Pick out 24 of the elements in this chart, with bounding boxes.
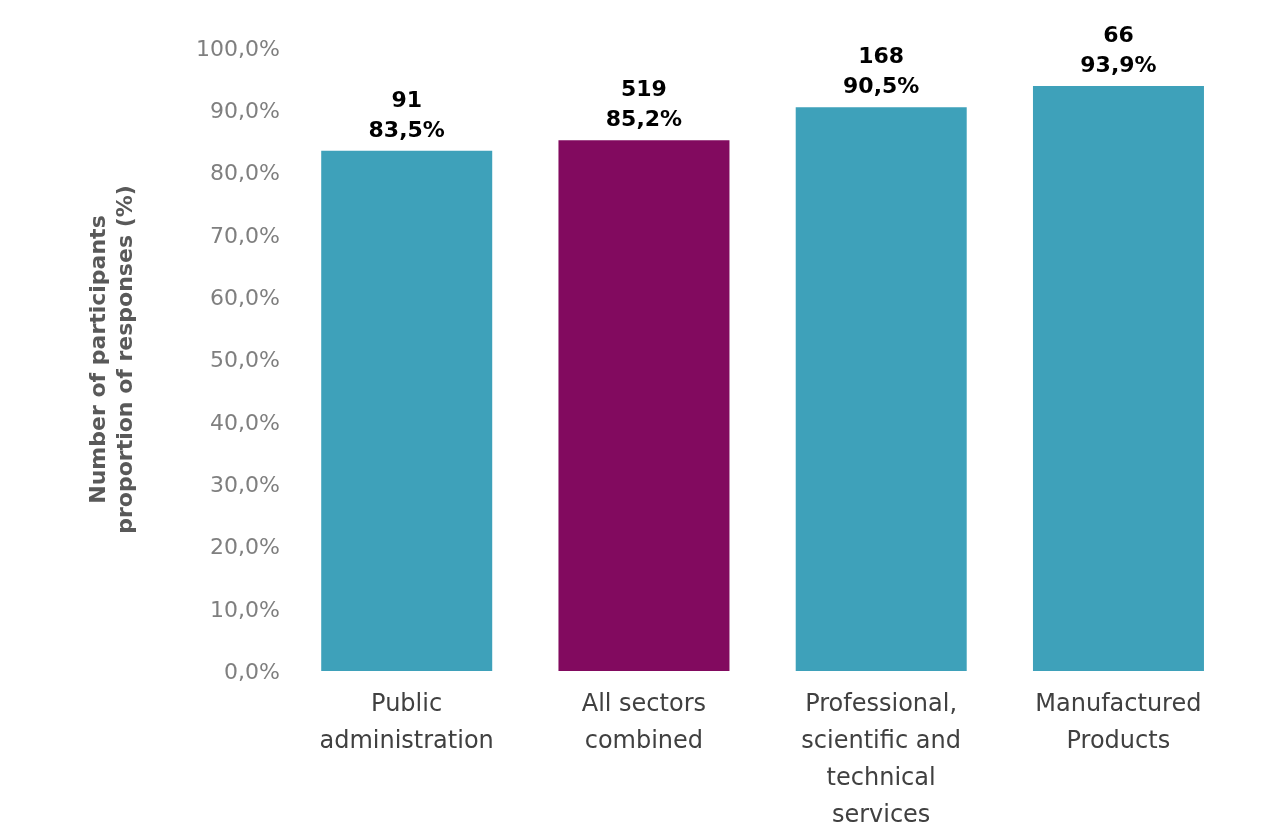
- y-tick-label: 70,0%: [210, 222, 280, 248]
- bar: [321, 150, 493, 671]
- x-tick-label: Professional, scientific and technical services: [801, 689, 961, 828]
- y-tick-label: 30,0%: [210, 471, 280, 497]
- bar: [1032, 86, 1204, 671]
- y-tick-label: 80,0%: [210, 160, 280, 186]
- y-tick-label: 60,0%: [210, 285, 280, 311]
- x-tick-label: All sectors combined: [581, 689, 707, 754]
- y-tick-label: 40,0%: [210, 409, 280, 435]
- bar: [558, 140, 730, 671]
- bar: [795, 107, 967, 671]
- data-label: 168 90,5%: [843, 43, 920, 99]
- data-label: 91 83,5%: [368, 86, 445, 142]
- y-tick-label: 90,0%: [210, 98, 280, 124]
- x-tick-label: Public administration: [319, 689, 494, 754]
- y-tick-label: 0,0%: [224, 658, 280, 684]
- y-axis-title: Number of participants proportion of responses (%): [85, 185, 137, 534]
- y-tick-label: 20,0%: [210, 534, 280, 560]
- y-tick-label: 100,0%: [196, 35, 280, 61]
- y-tick-label: 50,0%: [210, 347, 280, 373]
- data-label: 66 93,9%: [1080, 22, 1157, 77]
- x-tick-label: Manufactured Products: [1035, 689, 1202, 754]
- y-tick-label: 10,0%: [210, 596, 280, 622]
- data-label: 519 85,2%: [605, 76, 683, 132]
